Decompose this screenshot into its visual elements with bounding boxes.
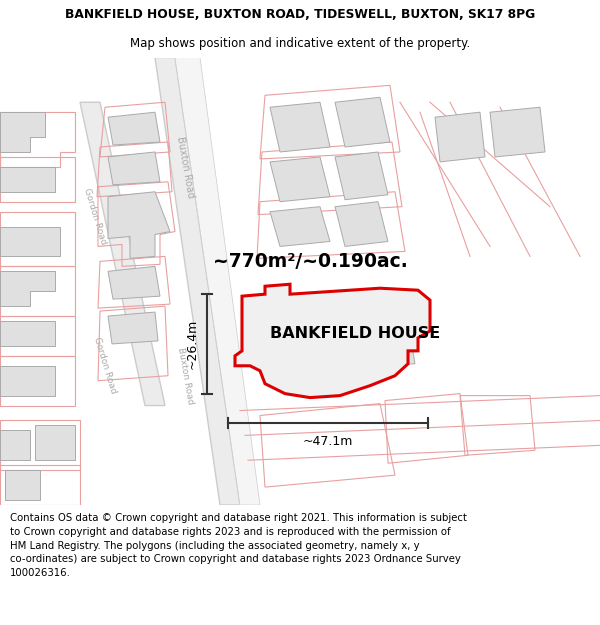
Polygon shape bbox=[80, 102, 165, 406]
Text: Gordon Road: Gordon Road bbox=[82, 188, 108, 246]
Polygon shape bbox=[375, 334, 415, 366]
Text: BANKFIELD HOUSE, BUXTON ROAD, TIDESWELL, BUXTON, SK17 8PG: BANKFIELD HOUSE, BUXTON ROAD, TIDESWELL,… bbox=[65, 8, 535, 21]
Polygon shape bbox=[250, 300, 295, 326]
Polygon shape bbox=[155, 58, 240, 505]
Polygon shape bbox=[0, 112, 45, 152]
Polygon shape bbox=[435, 112, 485, 162]
Polygon shape bbox=[108, 312, 158, 344]
Polygon shape bbox=[295, 332, 375, 370]
Text: Buxton Road: Buxton Road bbox=[176, 347, 194, 405]
Polygon shape bbox=[270, 207, 330, 246]
Polygon shape bbox=[108, 112, 160, 145]
Text: BANKFIELD HOUSE: BANKFIELD HOUSE bbox=[270, 326, 440, 341]
Polygon shape bbox=[35, 426, 75, 460]
Polygon shape bbox=[0, 167, 55, 192]
Polygon shape bbox=[108, 192, 170, 258]
Polygon shape bbox=[298, 291, 375, 321]
Text: ~770m²/~0.190ac.: ~770m²/~0.190ac. bbox=[212, 252, 407, 271]
Text: ~26.4m: ~26.4m bbox=[186, 319, 199, 369]
Polygon shape bbox=[175, 58, 260, 505]
Text: Buxton Road: Buxton Road bbox=[175, 135, 196, 199]
Polygon shape bbox=[235, 284, 430, 398]
Polygon shape bbox=[0, 366, 55, 396]
Polygon shape bbox=[0, 271, 55, 306]
Polygon shape bbox=[0, 321, 55, 346]
Polygon shape bbox=[0, 431, 30, 460]
Polygon shape bbox=[0, 226, 60, 256]
Polygon shape bbox=[270, 157, 330, 202]
Polygon shape bbox=[5, 470, 40, 500]
Polygon shape bbox=[490, 107, 545, 157]
Polygon shape bbox=[108, 266, 160, 299]
Polygon shape bbox=[335, 98, 390, 147]
Polygon shape bbox=[335, 152, 388, 200]
Text: Contains OS data © Crown copyright and database right 2021. This information is : Contains OS data © Crown copyright and d… bbox=[10, 513, 467, 578]
Text: ~47.1m: ~47.1m bbox=[303, 436, 353, 448]
Polygon shape bbox=[108, 152, 160, 185]
Polygon shape bbox=[335, 202, 388, 246]
Polygon shape bbox=[270, 102, 330, 152]
Text: Gordon Road: Gordon Road bbox=[92, 336, 118, 395]
Text: Map shows position and indicative extent of the property.: Map shows position and indicative extent… bbox=[130, 37, 470, 49]
